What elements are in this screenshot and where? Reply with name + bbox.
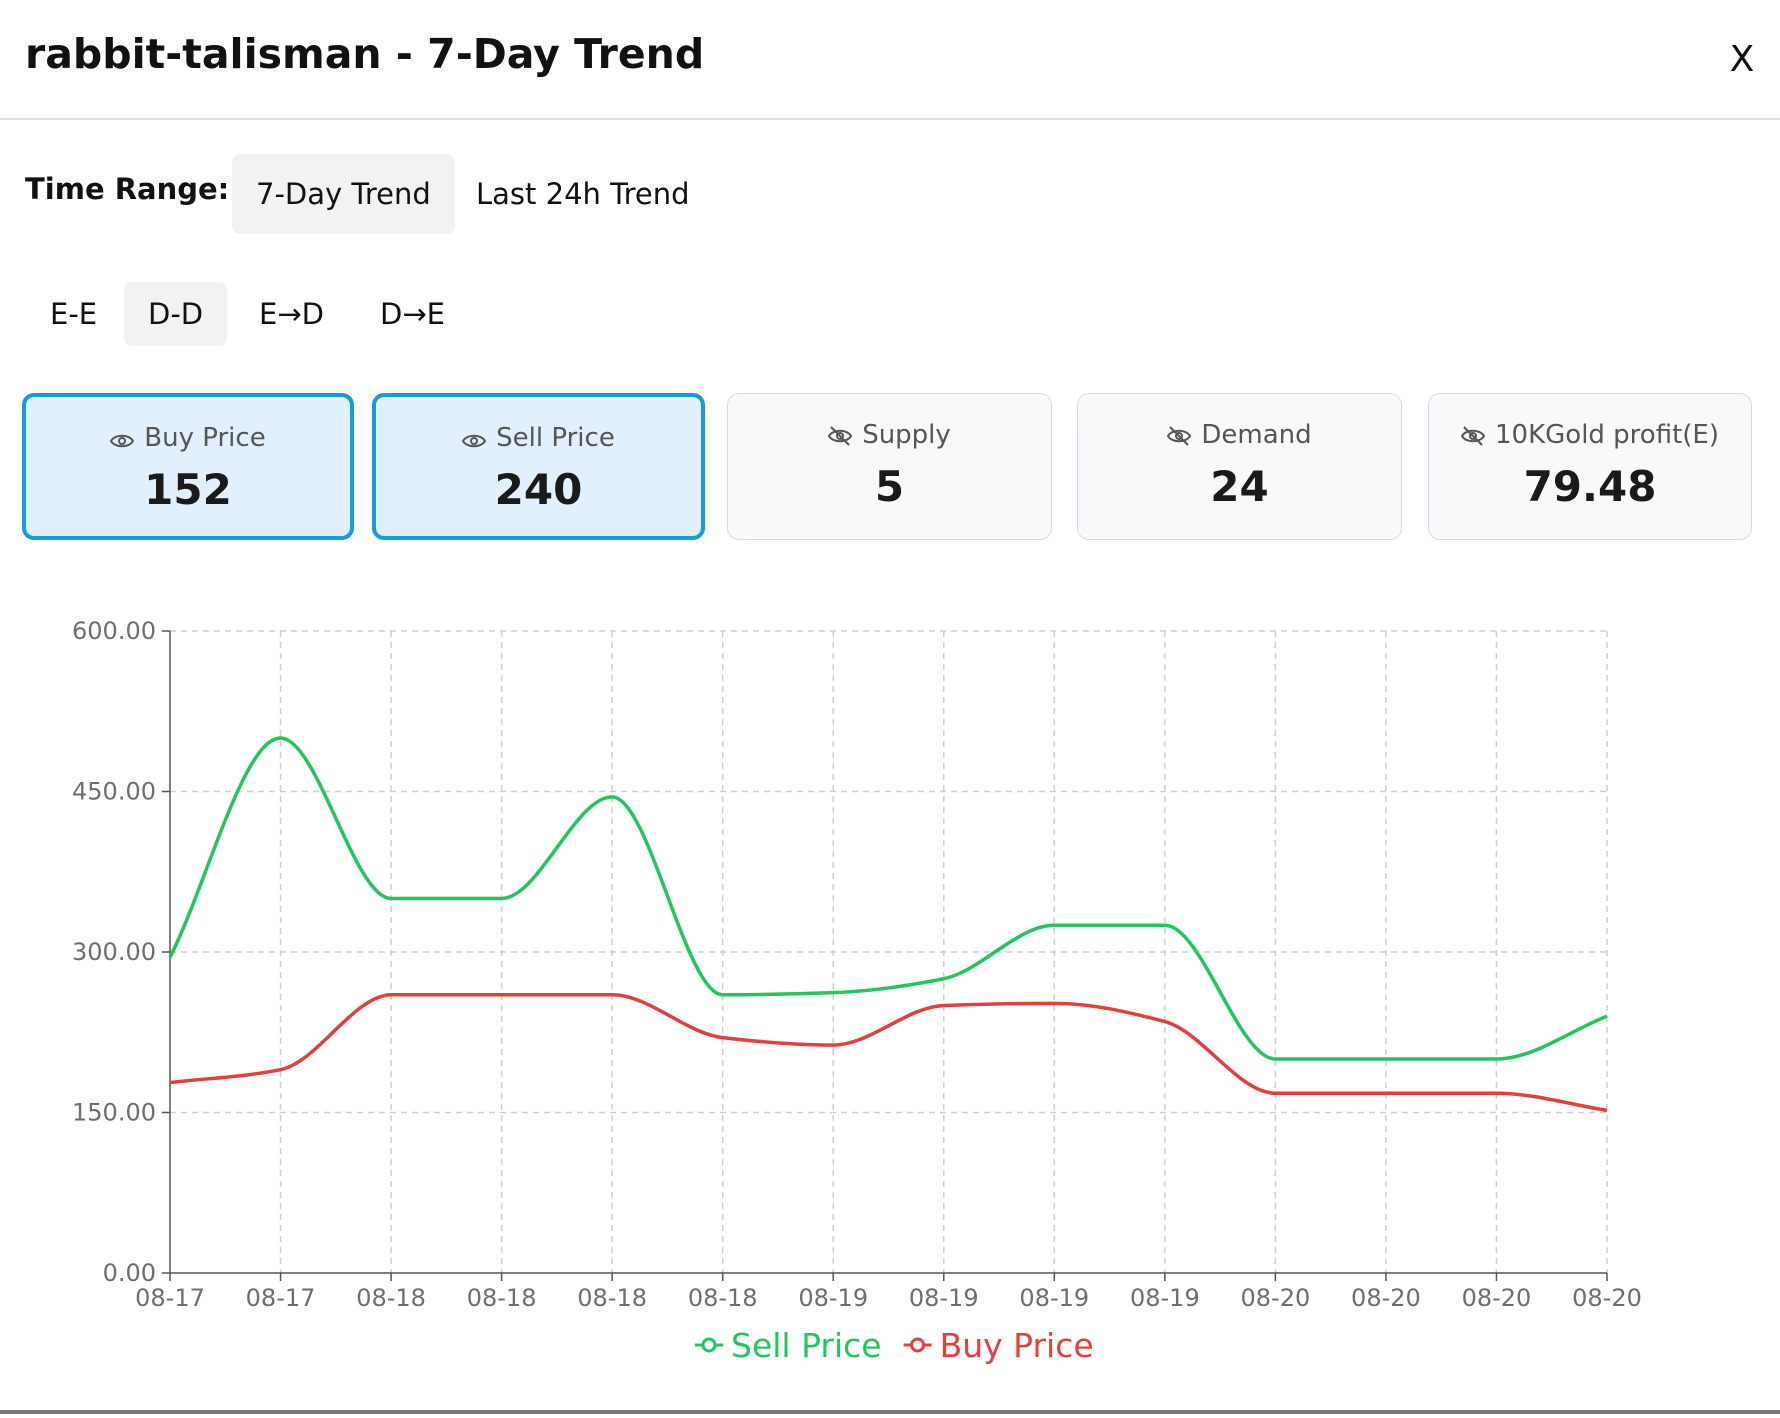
- card-10kgold-profit[interactable]: 10KGold profit(E) 79.48: [1428, 393, 1752, 540]
- legend-marker-buy-price: [910, 1337, 926, 1353]
- y-tick-label: 0.00: [103, 1259, 156, 1287]
- card-sell-price[interactable]: Sell Price 240: [372, 393, 705, 540]
- x-tick-label: 08-20: [1462, 1284, 1532, 1312]
- card-supply[interactable]: Supply 5: [727, 393, 1052, 540]
- x-tick-label: 08-18: [688, 1284, 758, 1312]
- card-label-buy-price: Buy Price: [144, 423, 266, 453]
- x-tick-label: 08-18: [467, 1284, 537, 1312]
- x-tick-label: 08-20: [1572, 1284, 1642, 1312]
- tab-last-24h-trend[interactable]: Last 24h Trend: [476, 177, 690, 211]
- card-label-demand: Demand: [1201, 420, 1312, 450]
- mode-d-to-e[interactable]: D→E: [380, 297, 445, 331]
- x-tick-label: 08-20: [1351, 1284, 1421, 1312]
- card-demand[interactable]: Demand 24: [1077, 393, 1402, 540]
- legend-label-sell-price: Sell Price: [731, 1326, 882, 1365]
- card-value-10kgold-profit: 79.48: [1523, 462, 1657, 511]
- card-value-sell-price: 240: [494, 465, 583, 514]
- card-value-supply: 5: [874, 462, 905, 511]
- x-tick-label: 08-19: [1130, 1284, 1200, 1312]
- modal-header: rabbit-talisman - 7-Day Trend X: [0, 0, 1780, 120]
- x-tick-label: 08-18: [356, 1284, 426, 1312]
- x-tick-label: 08-19: [909, 1284, 979, 1312]
- y-tick-label: 450.00: [72, 778, 156, 806]
- legend-label-buy-price: Buy Price: [940, 1326, 1094, 1365]
- card-label-sell-price: Sell Price: [496, 423, 615, 453]
- line-chart: 0.00 150.00 300.00 450.00 600.00 08-17 08-17 08…: [72, 617, 1642, 1365]
- x-tick-label: 08-17: [135, 1284, 205, 1312]
- y-tick-label: 300.00: [72, 938, 156, 966]
- card-value-buy-price: 152: [144, 465, 232, 514]
- y-tick-label: 150.00: [72, 1099, 156, 1127]
- x-tick-label: 08-18: [577, 1284, 647, 1312]
- time-range-label: Time Range:: [25, 172, 230, 206]
- card-buy-price[interactable]: Buy Price 152: [22, 393, 354, 540]
- legend-marker-sell-price: [701, 1337, 717, 1353]
- x-tick-label: 08-19: [798, 1284, 868, 1312]
- mode-d-d[interactable]: D-D: [124, 282, 228, 346]
- eye-icon: [462, 434, 487, 448]
- x-tick-label: 08-19: [1019, 1284, 1089, 1312]
- eye-off-icon: [828, 426, 853, 446]
- eye-off-icon: [1460, 426, 1486, 446]
- tab-7-day-trend[interactable]: 7-Day Trend: [232, 154, 455, 234]
- modal-title: rabbit-talisman - 7-Day Trend: [25, 30, 705, 78]
- x-tick-label: 08-17: [246, 1284, 316, 1312]
- series-line-buy-price: [169, 993, 1608, 1113]
- y-tick-label: 600.00: [72, 617, 156, 645]
- price-trend-chart: 0.00 150.00 300.00 450.00 600.00 08-17 08-17 08…: [0, 600, 1780, 1390]
- x-tick-label: 08-20: [1241, 1284, 1311, 1312]
- close-button[interactable]: X: [1729, 39, 1755, 80]
- card-value-demand: 24: [1210, 462, 1269, 511]
- eye-off-icon: [1167, 426, 1192, 446]
- series-line-sell-price: [168, 736, 1608, 1061]
- mode-e-to-d[interactable]: E→D: [259, 297, 324, 331]
- eye-icon: [110, 434, 135, 448]
- card-label-10kgold-profit: 10KGold profit(E): [1495, 420, 1719, 450]
- card-label-supply: Supply: [862, 420, 951, 450]
- mode-e-e[interactable]: E-E: [50, 297, 98, 331]
